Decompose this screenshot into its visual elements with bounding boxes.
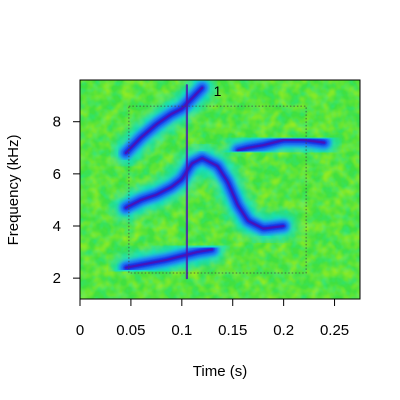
x-axis-label: Time (s) [193, 363, 247, 380]
y-tick-label: 2 [53, 270, 61, 287]
y-axis: 2 4 6 8 [53, 114, 81, 287]
y-tick-label: 8 [53, 114, 61, 131]
spectrogram-plot-area [80, 80, 360, 299]
selection-box[interactable] [128, 105, 307, 274]
x-tick-label: 0.25 [320, 322, 349, 339]
x-tick-label: 0 [76, 322, 84, 339]
call-peak-1 [124, 248, 214, 269]
call-peak-2 [124, 157, 285, 230]
x-tick-label: 0.1 [171, 322, 192, 339]
x-tick-label: 0.2 [273, 322, 294, 339]
x-axis: 0 0.05 0.1 0.15 0.2 0.25 [76, 298, 349, 339]
call-peak-4 [236, 138, 326, 152]
y-tick-label: 4 [53, 218, 61, 235]
call-traces [118, 80, 332, 286]
y-axis-label: Frequency (kHz) [5, 135, 22, 246]
x-tick-label: 0.05 [116, 322, 145, 339]
y-tick-label: 6 [53, 166, 61, 183]
selection-label: 1 [214, 83, 222, 99]
x-tick-label: 0.15 [218, 322, 247, 339]
